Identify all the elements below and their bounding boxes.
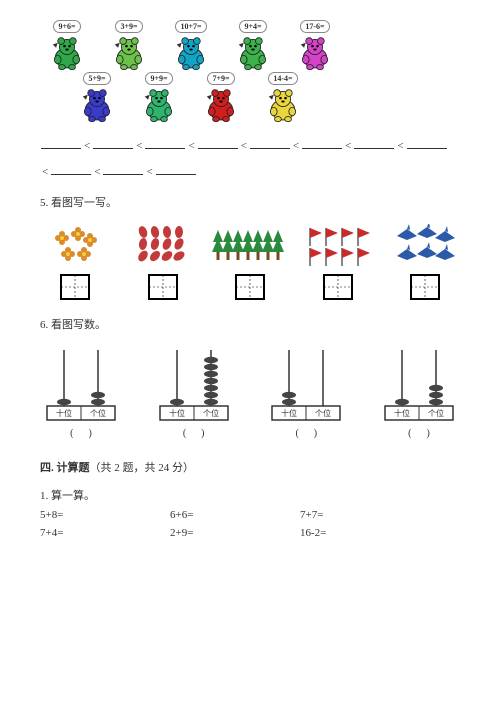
speech-bubble: 5+9=	[83, 72, 110, 85]
comparison-blank[interactable]	[354, 148, 394, 149]
svg-text:个位: 个位	[428, 408, 444, 418]
abacus-item: 十位 个位 ( )	[40, 346, 122, 439]
cranes-icon	[393, 224, 457, 268]
q5-group-cranes	[390, 224, 460, 300]
bear-row-1: 9+6= 3+9= 10+7=	[40, 20, 460, 70]
calc-expression: 2+9=	[170, 527, 230, 539]
abacus-answer[interactable]: ( )	[70, 428, 92, 439]
speech-bubble: 7+9=	[207, 72, 234, 85]
section4-header-bold: 四. 计算题	[40, 462, 90, 474]
svg-text:十位: 十位	[56, 408, 72, 418]
speech-bubble: 9+9=	[145, 72, 172, 85]
answer-grid-box[interactable]	[410, 274, 440, 300]
section4-header: 四. 计算题（共 2 题，共 24 分）	[40, 459, 460, 475]
bear-item: 17-6=	[288, 20, 342, 70]
q5-group-leaves	[128, 224, 198, 300]
comparison-blank[interactable]	[250, 148, 290, 149]
comparison-blank[interactable]	[407, 148, 447, 149]
speech-bubble: 3+9=	[115, 20, 142, 33]
section4-q1-label: 1. 算一算。	[40, 487, 460, 503]
bears-section: 9+6= 3+9= 10+7=	[40, 20, 460, 122]
answer-grid-box[interactable]	[323, 274, 353, 300]
svg-text:个位: 个位	[203, 408, 219, 418]
comparison-blank[interactable]	[51, 174, 91, 175]
comparison-blank[interactable]	[302, 148, 342, 149]
bear-item: 9+6=	[40, 20, 94, 70]
trees-icon	[210, 224, 290, 268]
bear-item: 9+9=	[132, 72, 186, 122]
abacus-answer[interactable]: ( )	[408, 428, 430, 439]
calc-expression: 7+7=	[300, 509, 360, 521]
q6-label: 6. 看图写数。	[40, 316, 460, 332]
bear-item: 3+9=	[102, 20, 156, 70]
comparison-blank[interactable]	[156, 174, 196, 175]
abacus-answer[interactable]: ( )	[295, 428, 317, 439]
bear-item: 14-4=	[256, 72, 310, 122]
comparison-blank[interactable]	[198, 148, 238, 149]
q5-group-flowers	[40, 224, 110, 300]
comparison-blank[interactable]	[145, 148, 185, 149]
q5-images-row	[40, 224, 460, 300]
abacus-item: 十位 个位 ( )	[153, 346, 235, 439]
bear-item: 7+9=	[194, 72, 248, 122]
flowers-icon	[50, 224, 100, 268]
svg-text:十位: 十位	[169, 408, 185, 418]
bear-item: 5+9=	[70, 72, 124, 122]
abacus-item: 十位 个位 ( )	[265, 346, 347, 439]
q5-group-flags	[303, 224, 373, 300]
leaves-icon	[135, 224, 191, 268]
svg-text:个位: 个位	[315, 408, 331, 418]
bear-item: 9+4=	[226, 20, 280, 70]
q5-label: 5. 看图写一写。	[40, 194, 460, 210]
bear-item: 10+7=	[164, 20, 218, 70]
speech-bubble: 14-4=	[268, 72, 297, 85]
svg-text:十位: 十位	[394, 408, 410, 418]
abacus-answer[interactable]: ( )	[183, 428, 205, 439]
comparison-blanks-line2: <<<	[40, 166, 460, 178]
svg-text:个位: 个位	[90, 408, 106, 418]
answer-grid-box[interactable]	[235, 274, 265, 300]
calc-expression: 5+8=	[40, 509, 100, 521]
speech-bubble: 17-6=	[300, 20, 329, 33]
section4-header-rest: （共 2 题，共 24 分）	[90, 462, 195, 474]
answer-grid-box[interactable]	[60, 274, 90, 300]
speech-bubble: 10+7=	[175, 20, 206, 33]
calc-row: 5+8= 6+6= 7+7=	[40, 509, 460, 521]
q5-group-trees	[215, 224, 285, 300]
speech-bubble: 9+6=	[53, 20, 80, 33]
comparison-blanks-line1: <<<<<<<	[40, 140, 460, 152]
comparison-blank[interactable]	[93, 148, 133, 149]
abacus-row: 十位 个位 ( ) 十位 个位 ( ) 十位 个位 ( ) 十位 个位 ( )	[40, 346, 460, 439]
comparison-blank[interactable]	[41, 148, 81, 149]
calc-rows: 5+8= 6+6= 7+7= 7+4= 2+9= 16-2=	[40, 509, 460, 539]
calc-expression: 16-2=	[300, 527, 360, 539]
flags-icon	[302, 224, 374, 268]
calc-row: 7+4= 2+9= 16-2=	[40, 527, 460, 539]
speech-bubble: 9+4=	[239, 20, 266, 33]
svg-text:十位: 十位	[281, 408, 297, 418]
bear-row-2: 5+9= 9+9= 7+9=	[70, 72, 460, 122]
abacus-item: 十位 个位 ( )	[378, 346, 460, 439]
calc-expression: 6+6=	[170, 509, 230, 521]
calc-expression: 7+4=	[40, 527, 100, 539]
answer-grid-box[interactable]	[148, 274, 178, 300]
comparison-blank[interactable]	[103, 174, 143, 175]
